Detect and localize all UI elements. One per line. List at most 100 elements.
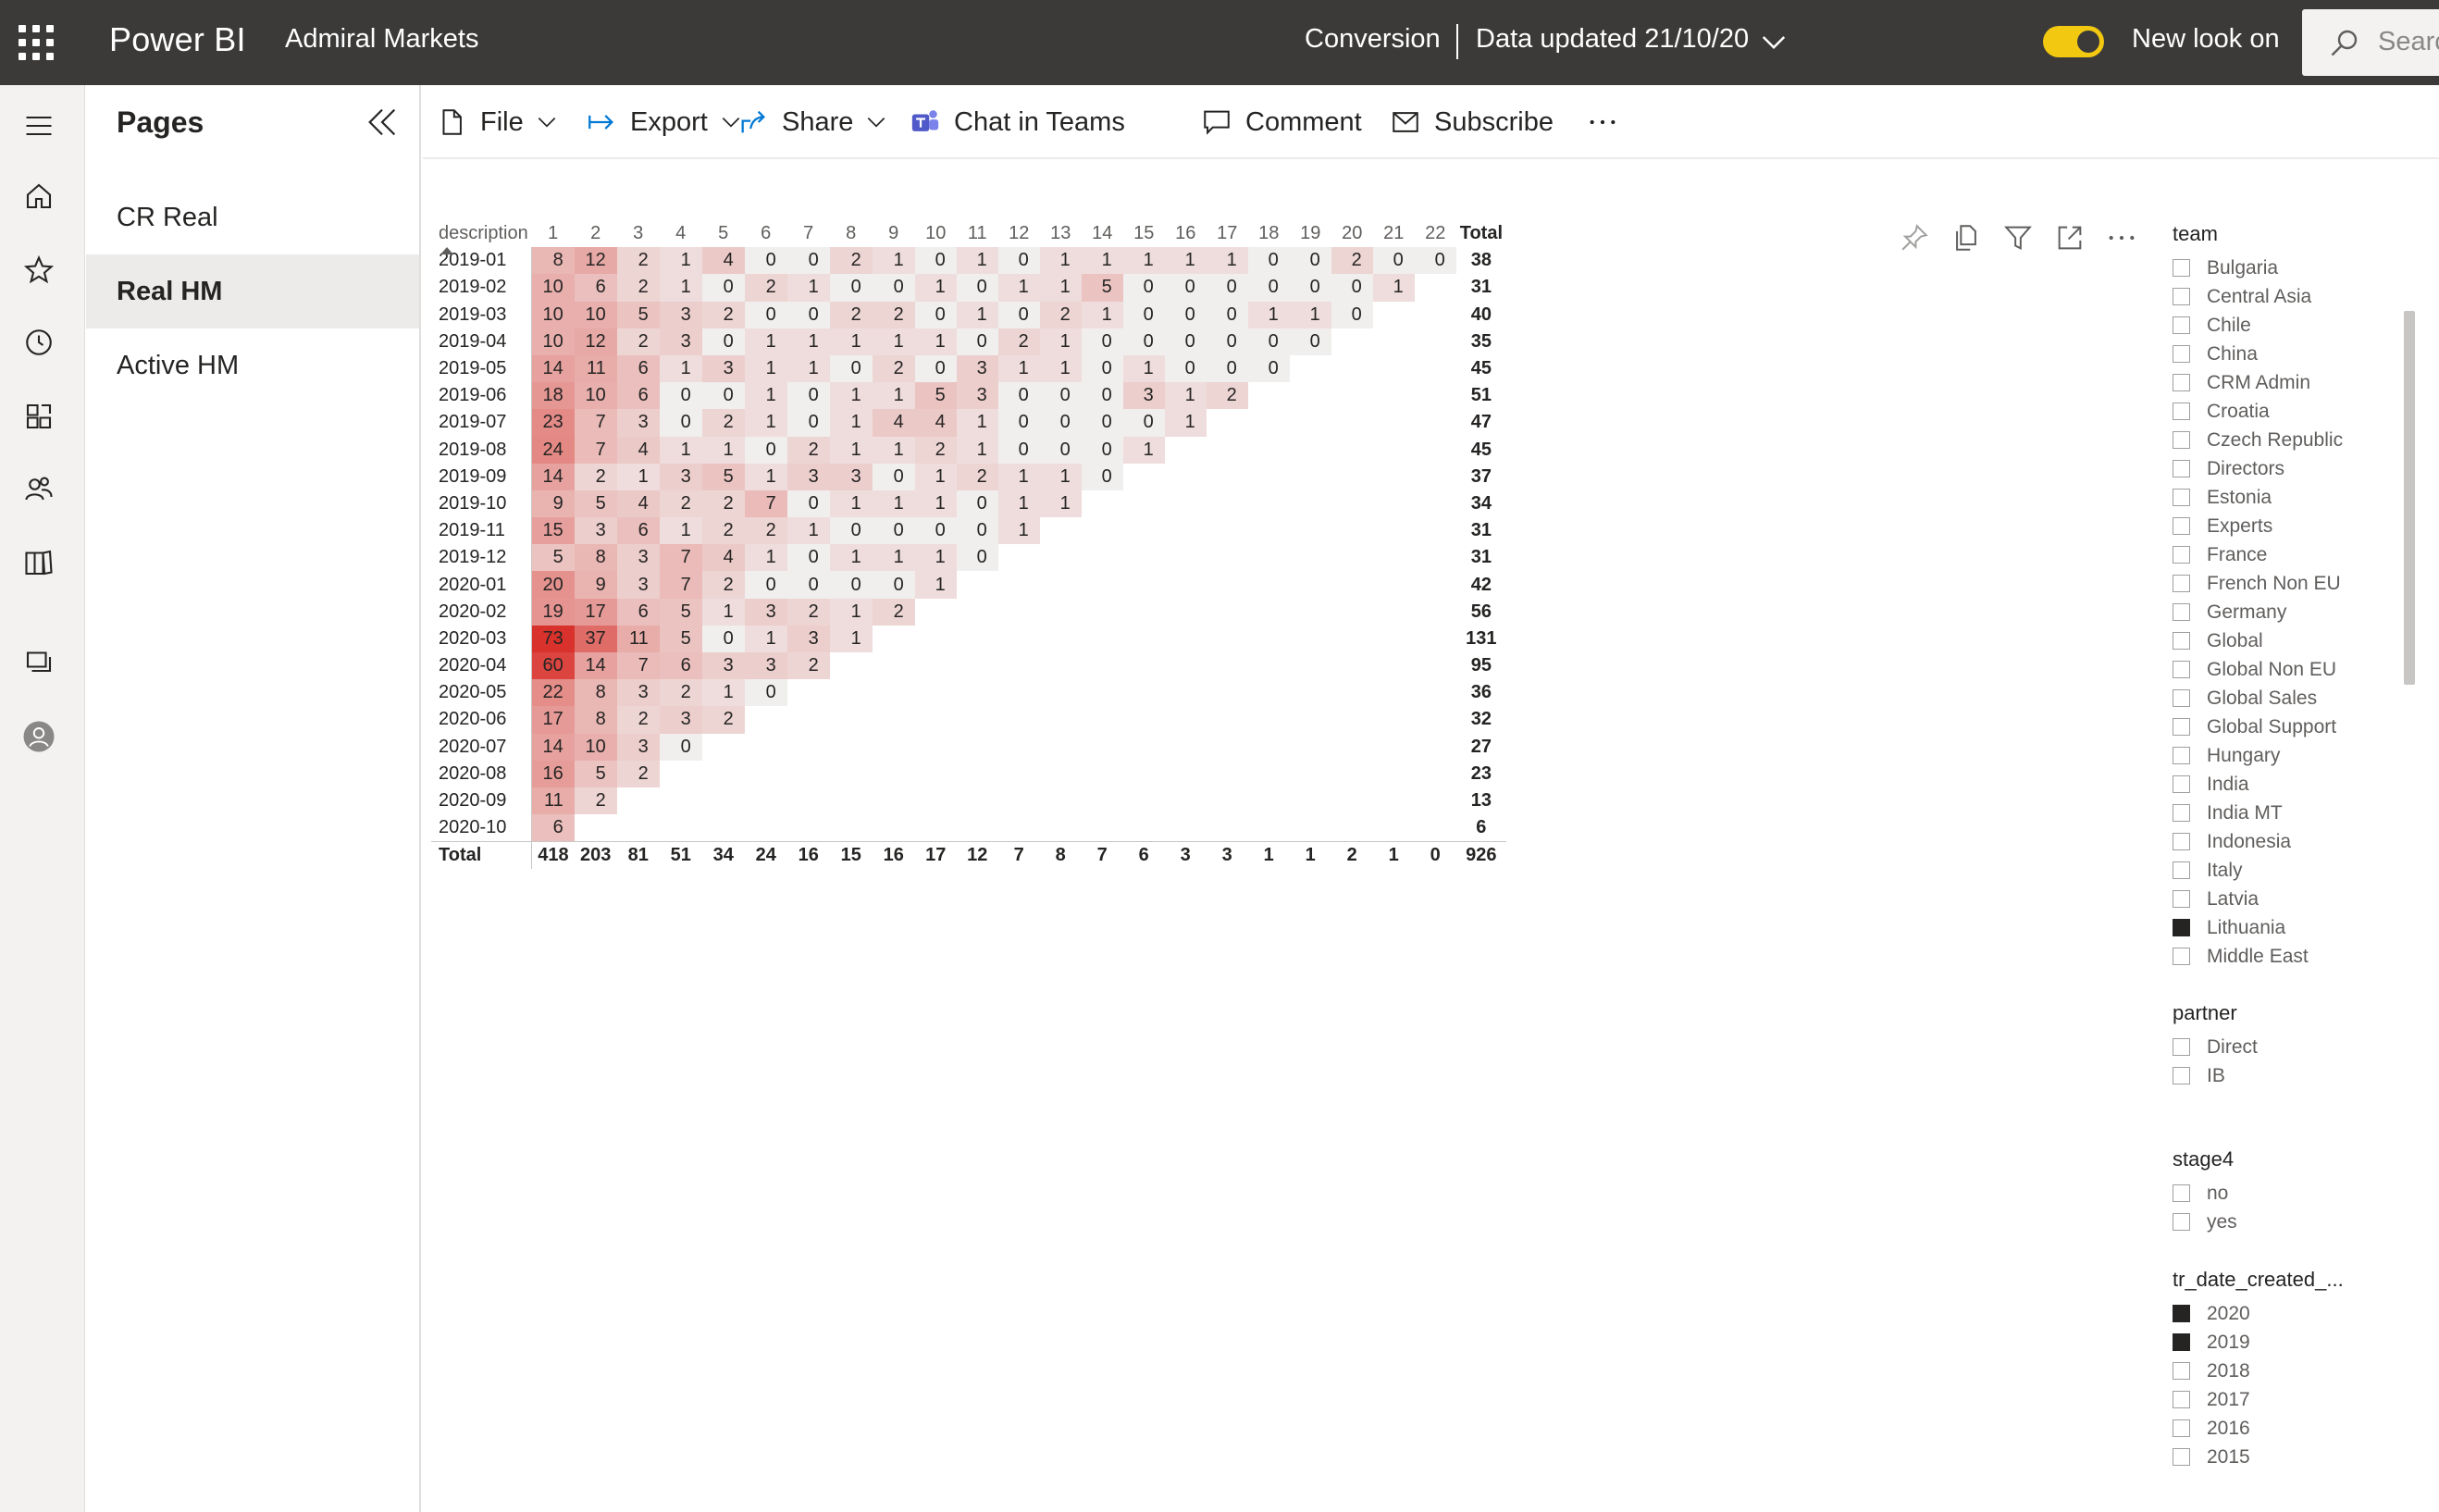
file-menu-button[interactable]: File xyxy=(436,85,559,159)
slicer-option[interactable]: yes xyxy=(2173,1208,2237,1236)
matrix-cell[interactable]: 1 xyxy=(1039,247,1082,275)
matrix-cell[interactable]: 10 xyxy=(531,274,575,302)
matrix-row[interactable]: 2019-08 24 7 4 1 1 0 2 1 1 2 1 0 0 0 1 45 xyxy=(431,436,1506,464)
matrix-cell[interactable]: 8 xyxy=(574,544,617,572)
matrix-cell[interactable]: 1 xyxy=(786,354,830,383)
column-header[interactable]: 22 xyxy=(1425,223,1446,244)
matrix-cell[interactable]: 2 xyxy=(659,679,702,707)
matrix-cell[interactable]: 1 xyxy=(914,274,957,302)
matrix-cell[interactable]: 6 xyxy=(574,274,617,302)
slicer-option[interactable]: Experts xyxy=(2173,512,2385,540)
matrix-cell[interactable]: 1 xyxy=(872,382,915,410)
matrix-cell[interactable]: 2 xyxy=(956,463,998,490)
matrix-cell[interactable]: 11 xyxy=(616,625,660,652)
slicer-option[interactable]: China xyxy=(2173,340,2385,368)
matrix-cell[interactable]: 1 xyxy=(1039,328,1082,355)
slicer-option[interactable]: Latvia xyxy=(2173,885,2385,913)
matrix-cell[interactable]: 0 xyxy=(997,382,1040,410)
matrix-cell[interactable]: 8 xyxy=(531,247,575,275)
matrix-cell[interactable]: 3 xyxy=(659,301,702,328)
slicer-option[interactable]: French Non EU xyxy=(2173,569,2385,598)
matrix-cell[interactable]: 0 xyxy=(786,409,830,437)
chevron-down-icon[interactable] xyxy=(1760,28,1788,56)
matrix-cell[interactable]: 0 xyxy=(1247,274,1290,302)
slicer-option[interactable]: Germany xyxy=(2173,598,2385,626)
slicer-option[interactable]: 2020 xyxy=(2173,1299,2344,1328)
matrix-cell[interactable]: 1 xyxy=(1081,301,1123,328)
team-slicer-scrollbar[interactable] xyxy=(2404,311,2415,685)
matrix-row[interactable]: 2019-11 15 3 6 1 2 2 1 0 0 0 0 1 31 xyxy=(431,517,1506,545)
more-options-button[interactable] xyxy=(1587,85,1631,159)
checkbox-icon[interactable] xyxy=(2173,1213,2190,1231)
matrix-cell[interactable]: 3 xyxy=(701,652,745,680)
matrix-row[interactable]: 2019-06 18 10 6 0 0 1 0 1 1 5 3 0 0 0 3 1 2 51 xyxy=(431,382,1506,410)
matrix-cell[interactable]: 2 xyxy=(574,463,617,490)
matrix-cell[interactable]: 0 xyxy=(1164,354,1207,383)
column-header[interactable]: 7 xyxy=(803,223,814,244)
matrix-cell[interactable]: 1 xyxy=(956,301,998,328)
matrix-cell[interactable]: 6 xyxy=(616,382,660,410)
copy-visual-icon[interactable] xyxy=(1949,220,1984,255)
column-header[interactable]: 6 xyxy=(761,223,772,244)
share-menu-button[interactable]: Share xyxy=(737,85,888,159)
matrix-cell[interactable]: 0 xyxy=(829,274,873,302)
matrix-cell[interactable]: 7 xyxy=(659,544,702,572)
matrix-cell[interactable]: 0 xyxy=(1289,274,1331,302)
description-column-header[interactable]: description xyxy=(431,220,532,255)
matrix-cell[interactable]: 22 xyxy=(531,679,575,707)
matrix-cell[interactable]: 1 xyxy=(1039,354,1082,383)
checkbox-icon[interactable] xyxy=(2173,517,2190,535)
matrix-cell[interactable]: 3 xyxy=(829,463,873,490)
matrix-cell[interactable]: 1 xyxy=(829,544,873,572)
account-icon[interactable] xyxy=(20,718,57,755)
matrix-cell[interactable]: 1 xyxy=(786,274,830,302)
matrix-cell[interactable]: 1 xyxy=(914,544,957,572)
matrix-row[interactable]: 2019-09 14 2 1 3 5 1 3 3 0 1 2 1 1 0 37 xyxy=(431,463,1506,490)
matrix-cell[interactable]: 1 xyxy=(1039,274,1082,302)
matrix-row[interactable]: 2020-06 17 8 2 3 2 32 xyxy=(431,706,1506,734)
slicer-option[interactable]: Estonia xyxy=(2173,483,2385,512)
matrix-cell[interactable]: 6 xyxy=(616,354,660,383)
matrix-cell[interactable]: 0 xyxy=(659,382,702,410)
matrix-cell[interactable]: 0 xyxy=(997,436,1040,464)
matrix-cell[interactable]: 3 xyxy=(574,517,617,545)
slicer-option[interactable]: Global xyxy=(2173,626,2385,655)
matrix-row[interactable]: 2020-04 60 14 7 6 3 3 2 95 xyxy=(431,652,1506,680)
matrix-cell[interactable]: 0 xyxy=(1164,301,1207,328)
matrix-cell[interactable]: 2 xyxy=(701,706,745,734)
matrix-cell[interactable]: 1 xyxy=(914,463,957,490)
checkbox-icon[interactable] xyxy=(2173,1362,2190,1380)
matrix-cell[interactable]: 0 xyxy=(659,409,702,437)
slicer-option[interactable]: 2019 xyxy=(2173,1328,2344,1357)
new-look-toggle[interactable] xyxy=(2043,26,2104,57)
matrix-cell[interactable]: 15 xyxy=(531,517,575,545)
matrix-cell[interactable]: 1 xyxy=(997,354,1040,383)
matrix-cell[interactable]: 11 xyxy=(574,354,617,383)
checkbox-icon[interactable] xyxy=(2173,1067,2190,1084)
matrix-cell[interactable]: 0 xyxy=(1081,328,1123,355)
matrix-cell[interactable]: 19 xyxy=(531,598,575,626)
matrix-cell[interactable]: 0 xyxy=(1206,274,1248,302)
matrix-cell[interactable]: 10 xyxy=(531,328,575,355)
matrix-cell[interactable]: 2 xyxy=(744,274,787,302)
collapse-pane-icon[interactable] xyxy=(364,104,401,141)
matrix-cell[interactable]: 14 xyxy=(574,652,617,680)
matrix-cell[interactable]: 5 xyxy=(574,490,617,518)
slicer-option[interactable]: 2015 xyxy=(2173,1443,2344,1471)
matrix-cell[interactable]: 0 xyxy=(744,301,787,328)
checkbox-checked-icon[interactable] xyxy=(2173,919,2190,936)
matrix-cell[interactable]: 10 xyxy=(574,733,617,761)
matrix-cell[interactable]: 2 xyxy=(1331,247,1373,275)
matrix-cell[interactable]: 1 xyxy=(997,463,1040,490)
matrix-cell[interactable]: 73 xyxy=(531,625,575,652)
matrix-cell[interactable]: 0 xyxy=(872,571,915,599)
matrix-row[interactable]: 2019-01 8 12 2 1 4 0 0 2 1 0 1 0 1 1 1 1 1 0 0 2 0 0 38 xyxy=(431,247,1506,275)
matrix-cell[interactable]: 2 xyxy=(701,571,745,599)
matrix-cell[interactable]: 2 xyxy=(701,301,745,328)
matrix-cell[interactable]: 0 xyxy=(1081,409,1123,437)
checkbox-icon[interactable] xyxy=(2173,603,2190,621)
matrix-cell[interactable]: 2 xyxy=(786,598,830,626)
matrix-cell[interactable]: 2 xyxy=(829,247,873,275)
matrix-cell[interactable]: 0 xyxy=(1289,328,1331,355)
slicer-option[interactable]: 2017 xyxy=(2173,1385,2344,1414)
